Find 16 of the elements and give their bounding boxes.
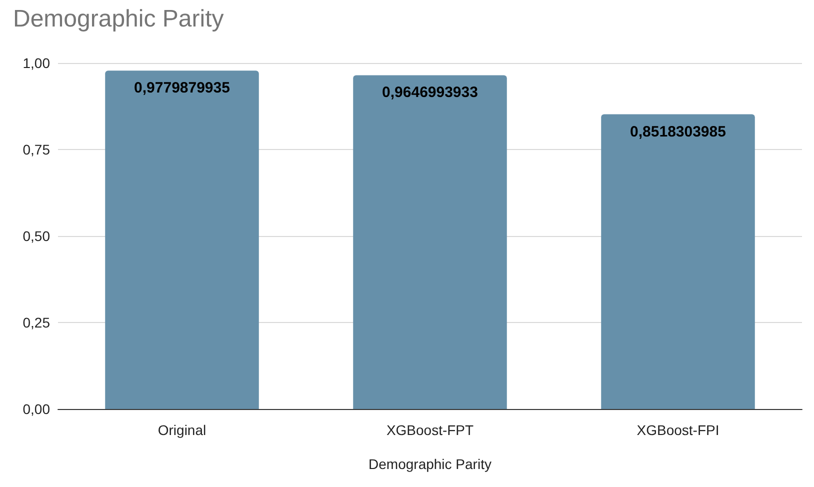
bar (105, 70, 259, 409)
x-tick-label: XGBoost-FPT (386, 422, 474, 438)
data-label: 0,8518303985 (630, 123, 726, 140)
y-tick-label: 0,00 (22, 401, 50, 417)
y-tick-label: 0,75 (22, 142, 50, 158)
bar (601, 114, 755, 409)
x-tick-label: Original (158, 422, 206, 438)
chart-title: Demographic Parity (13, 6, 224, 32)
data-label: 0,9779879935 (134, 80, 230, 97)
bar (353, 75, 507, 409)
data-label: 0,9646993933 (382, 84, 478, 102)
x-tick-label: XGBoost-FPI (636, 422, 720, 438)
y-tick-label: 0,50 (22, 228, 50, 244)
y-tick-label: 1,00 (22, 55, 50, 71)
x-axis-title: Demographic Parity (368, 456, 492, 472)
y-tick-label: 0,25 (22, 314, 50, 330)
